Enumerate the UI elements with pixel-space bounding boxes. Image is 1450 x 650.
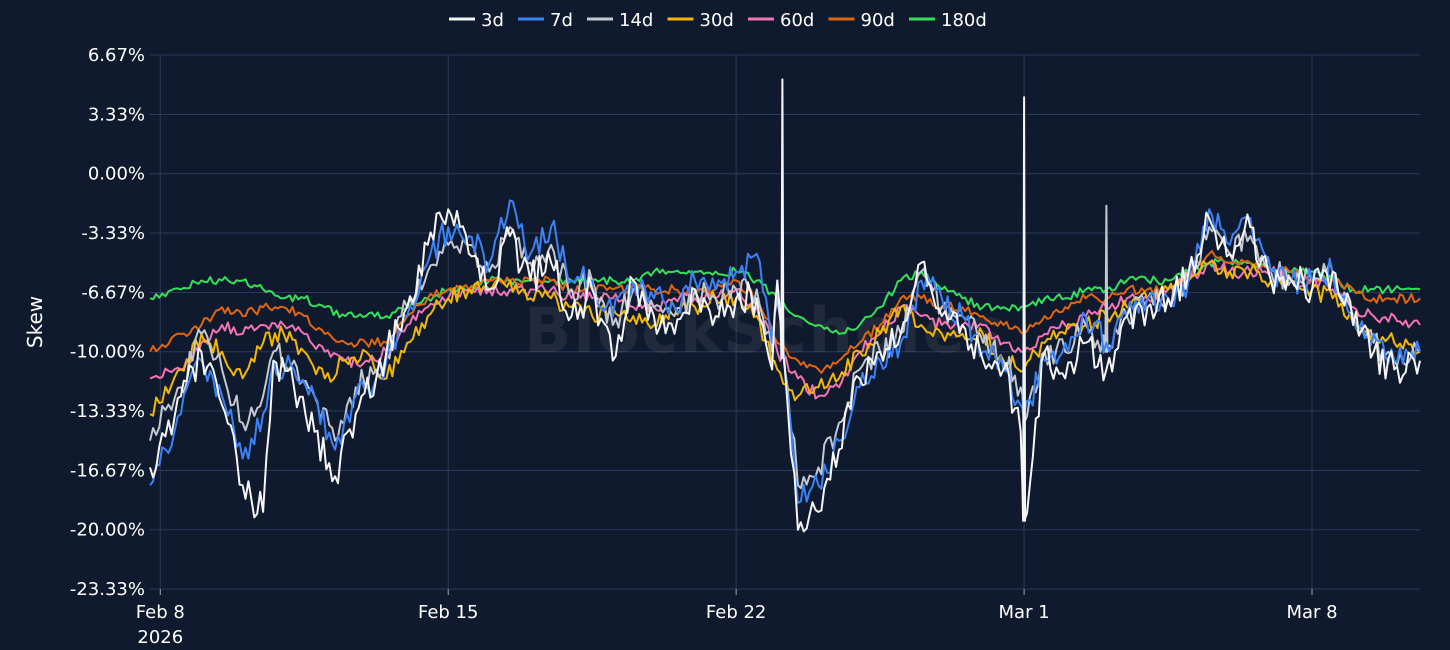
legend-item-60d[interactable]: 60d (748, 10, 814, 31)
y-axis-title: Skew (23, 296, 47, 348)
y-tick-label: -6.67% (81, 282, 145, 303)
grid-lines (150, 54, 1420, 590)
x-tick-label: Mar 8 (1286, 602, 1337, 623)
y-tick-label: -13.33% (70, 401, 145, 422)
legend[interactable]: 3d 7d 14d 30d 60d 90d 180d (449, 10, 987, 31)
legend-label: 3d (481, 10, 504, 31)
legend-item-30d[interactable]: 30d (667, 10, 734, 31)
x-tick-label: Feb 15 (418, 602, 479, 623)
y-tick-label: 6.67% (88, 45, 145, 66)
y-tick-label: 0.00% (88, 164, 145, 185)
legend-item-180d[interactable]: 180d (909, 10, 987, 31)
legend-item-7d[interactable]: 7d (518, 10, 573, 31)
y-tick-label: -23.33% (70, 579, 145, 600)
legend-label: 90d (861, 10, 895, 31)
y-axis-tick-labels: -23.33% -20.00% -16.67% -13.33% -10.00% -6.67… (70, 45, 145, 600)
series-line-3d (149, 78, 1421, 533)
legend-item-90d[interactable]: 90d (828, 10, 895, 31)
y-tick-label: -16.67% (70, 460, 145, 481)
y-tick-label: -20.00% (70, 520, 145, 541)
y-tick-label: -3.33% (81, 223, 145, 244)
series-line-90d (149, 250, 1421, 374)
x-tick-label: Feb 22 (706, 602, 767, 623)
x-tick-label: Mar 1 (999, 602, 1050, 623)
legend-label: 60d (780, 10, 814, 31)
x-tick-year-label: 2026 (137, 627, 183, 648)
series-lines (149, 78, 1421, 533)
legend-item-14d[interactable]: 14d (587, 10, 653, 31)
legend-label: 7d (550, 10, 573, 31)
legend-label: 14d (619, 10, 653, 31)
legend-label: 180d (941, 10, 987, 31)
x-axis-tick-labels: Feb 8 Feb 15 Feb 22 Mar 1 Mar 8 2026 (136, 589, 1338, 648)
y-tick-label: -10.00% (70, 342, 145, 363)
y-tick-label: 3.33% (88, 104, 145, 125)
legend-label: 30d (700, 10, 734, 31)
legend-item-3d[interactable]: 3d (449, 10, 504, 31)
x-tick-label: Feb 8 (136, 602, 185, 623)
